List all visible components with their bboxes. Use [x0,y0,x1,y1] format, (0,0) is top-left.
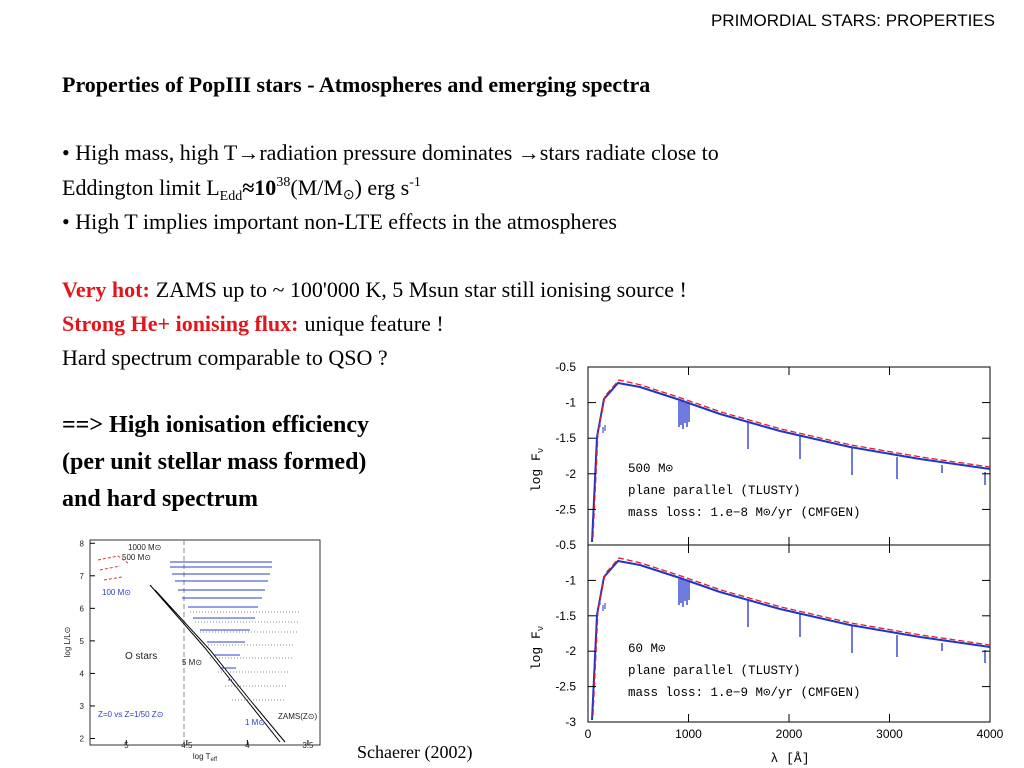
x-tick-label: 0 [585,727,592,741]
y-tick-label: -0.5 [555,538,576,552]
text: ZAMS up to ~ 100'000 K, 5 Msun star stil… [156,277,687,302]
subscript: ν [536,626,546,631]
text: (M/M [290,175,343,200]
annotation: ZAMS(Z⊙) [278,712,317,721]
zams-line [149,584,286,743]
y-tick-label: 7 [80,572,85,581]
y-tick-label: -2 [565,467,576,481]
superscript: 38 [276,175,290,190]
text: log F [529,453,544,492]
subscript: eff [211,757,218,763]
evolution-tracks [97,555,129,581]
header: PRIMORDIAL STARS: PROPERTIES [711,11,995,30]
highlight-label: Strong He+ ionising flux: [62,311,298,336]
text: ≈10 [242,175,276,200]
bullet: Eddington limit LEdd≈1038(M/M⊙) erg s-1 [62,175,421,204]
y-tick-label: -1.5 [555,609,576,623]
y-tick-label: 3 [80,702,85,711]
annotation: mass loss: 1.e−9 M⊙/yr (CMFGEN) [628,686,861,700]
evolution-tracks [170,561,272,681]
y-axis-label: log L/L⊙ [63,627,72,658]
y-tick-label: 8 [80,539,85,548]
x-tick-label: 1000 [675,727,702,741]
annotation: 500 M⊙ [628,462,673,476]
subscript: ⊙ [343,188,355,203]
y-tick-label: -1 [565,396,576,410]
y-tick-label: -3 [565,715,576,729]
annotation: plane parallel (TLUSTY) [628,664,801,678]
x-tick-label: 4 [245,741,250,750]
spectra-figure: 500 M⊙ plane parallel (TLUSTY) mass loss… [529,360,1004,766]
hr-frame [89,539,321,746]
annotation: 500 M⊙ [122,553,151,562]
bullet: • High mass, high T→radiation pressure d… [62,140,719,165]
annotation: Z=0 vs Z=1/50 Z⊙ [98,710,163,719]
text: Eddington limit L [62,175,220,200]
highlight-label: Very hot: [62,277,150,302]
subscript: Edd [220,189,243,204]
evolution-tracks [190,611,300,701]
credit: Schaerer (2002) [357,742,472,763]
y-tick-label: -0.5 [555,360,576,374]
hr-diagram: 1000 M⊙ 500 M⊙ 100 M⊙ O stars 5 M⊙ 1 M⊙ … [63,539,321,763]
text: unique feature ! [304,311,443,336]
y-tick-label: -2.5 [555,502,576,516]
annotation: O stars [125,651,157,662]
conclusion: and hard spectrum [62,486,258,512]
x-tick-label: 2000 [776,727,803,741]
conclusion: (per unit stellar mass formed) [62,449,366,475]
y-tick-label: 5 [80,637,85,646]
highlight: Strong He+ ionising flux: unique feature … [62,311,444,336]
y-tick-label: -1 [565,573,576,587]
y-tick-label: -2 [565,644,576,658]
annotation: 1 M⊙ [245,718,265,727]
y-tick-label: -2.5 [555,680,576,694]
y-tick-label: 6 [80,604,85,613]
subscript: ν [536,448,546,453]
y-tick-label: 2 [80,734,85,743]
bullet: • High T implies important non-LTE effec… [62,209,617,234]
annotation: 100 M⊙ [102,588,131,597]
annotation: 60 M⊙ [628,642,666,656]
annotation: 1000 M⊙ [128,543,161,552]
text: log F [529,631,544,670]
x-axis-label: log Teff [193,752,218,763]
x-tick-label: 3.5 [302,741,314,750]
heading: Properties of PopIII stars - Atmospheres… [62,72,650,97]
x-axis-label: λ [Å] [770,751,809,766]
x-tick-label: 3000 [876,727,903,741]
superscript: -1 [409,175,421,190]
x-tick-label: 4.5 [181,741,193,750]
conclusion: ==> High ionisation efficiency [62,412,369,438]
y-axis-label: log Fν [529,626,546,670]
annotation: 5 M⊙ [182,658,202,667]
x-tick-label: 4000 [977,727,1004,741]
annotation: plane parallel (TLUSTY) [628,484,801,498]
y-axis-label: log Fν [529,448,546,492]
y-tick-label: 4 [80,669,85,678]
annotation: mass loss: 1.e−8 M⊙/yr (CMFGEN) [628,506,861,520]
y-tick-label: -1.5 [555,431,576,445]
text: Hard spectrum comparable to QSO ? [62,345,388,370]
text: log T [193,752,211,761]
text: ) erg s [355,175,410,200]
x-tick-label: 5 [124,741,129,750]
highlight: Very hot: ZAMS up to ~ 100'000 K, 5 Msun … [62,277,687,302]
